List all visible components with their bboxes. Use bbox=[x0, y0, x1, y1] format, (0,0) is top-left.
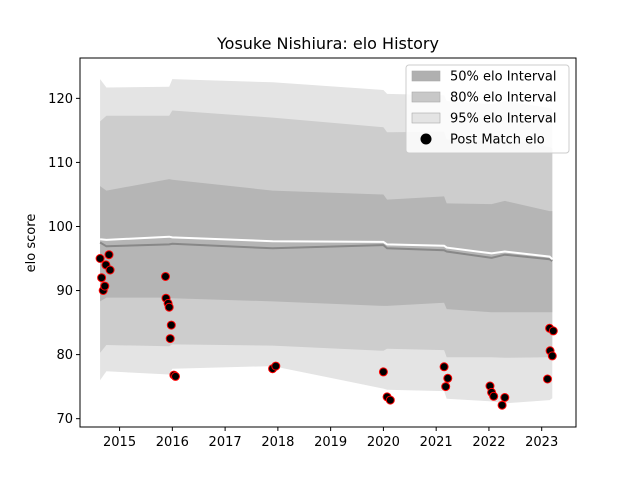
post-match-elo-point bbox=[95, 254, 105, 263]
y-tick-label: 70 bbox=[56, 412, 73, 427]
legend-box bbox=[405, 64, 570, 154]
post-match-elo-point bbox=[166, 320, 176, 330]
post-match-elo-point bbox=[378, 367, 388, 377]
post-match-elo-point bbox=[500, 393, 510, 402]
mean-elo-line bbox=[99, 241, 553, 262]
post-match-elo-point bbox=[385, 395, 395, 405]
legend-swatch bbox=[411, 112, 441, 124]
y-axis-label: elo score bbox=[24, 214, 39, 273]
y-tick-label: 90 bbox=[56, 284, 73, 299]
legend-swatch bbox=[411, 91, 441, 103]
y-tick-label: 120 bbox=[48, 92, 73, 107]
legend-label: 95% elo Interval bbox=[450, 112, 557, 127]
x-tick-label: 2022 bbox=[472, 435, 505, 450]
post-match-elo-point bbox=[543, 374, 552, 384]
post-match-elo-point bbox=[161, 272, 170, 281]
legend-marker bbox=[420, 133, 432, 145]
post-match-elo-point bbox=[105, 265, 115, 275]
post-match-elo-point bbox=[104, 250, 114, 260]
chart-title: Yosuke Nishiura: elo History bbox=[216, 34, 439, 53]
post-match-elo-point bbox=[100, 281, 110, 291]
x-tick-label: 2018 bbox=[261, 435, 294, 450]
x-tick-label: 2016 bbox=[156, 435, 189, 450]
plot-area: 2015 2016 2017 2018 2019 2020 2021 2022 2023 70 80… bbox=[48, 57, 577, 450]
legend-label: 50% elo Interval bbox=[450, 70, 557, 85]
legend-label: 80% elo Interval bbox=[450, 91, 557, 106]
plot-frame bbox=[79, 57, 577, 428]
post-match-elo-point bbox=[548, 326, 558, 336]
y-tick-label: 110 bbox=[48, 156, 73, 171]
x-tick-label: 2023 bbox=[525, 435, 558, 450]
post-match-elo-point bbox=[165, 334, 175, 344]
x-tick-label: 2021 bbox=[420, 435, 453, 450]
post-match-elo-point bbox=[547, 351, 557, 361]
post-match-elo-point bbox=[489, 391, 499, 401]
post-match-elo-point bbox=[97, 273, 107, 283]
x-tick-label: 2019 bbox=[314, 435, 347, 450]
x-tick-label: 2017 bbox=[209, 435, 242, 450]
y-tick-label: 80 bbox=[56, 348, 73, 363]
post-match-elo-point bbox=[497, 400, 507, 410]
post-match-elo-point bbox=[271, 361, 281, 371]
post-match-elo-point bbox=[164, 302, 174, 312]
legend-label: Post Match elo bbox=[450, 133, 545, 148]
post-match-elo-point bbox=[443, 373, 453, 383]
x-tick-label: 2015 bbox=[103, 435, 136, 450]
post-match-elo-point bbox=[441, 382, 451, 392]
post-match-elo-point bbox=[439, 362, 449, 372]
post-match-elo-point bbox=[171, 371, 180, 381]
legend: 50% elo Interval 80% elo Interval 95% elo … bbox=[405, 64, 570, 154]
legend-swatch bbox=[411, 70, 441, 82]
x-tick-label: 2020 bbox=[367, 435, 400, 450]
upper-elo-line bbox=[100, 235, 553, 260]
band-50-interval bbox=[100, 179, 553, 313]
y-tick-label: 100 bbox=[48, 220, 73, 235]
